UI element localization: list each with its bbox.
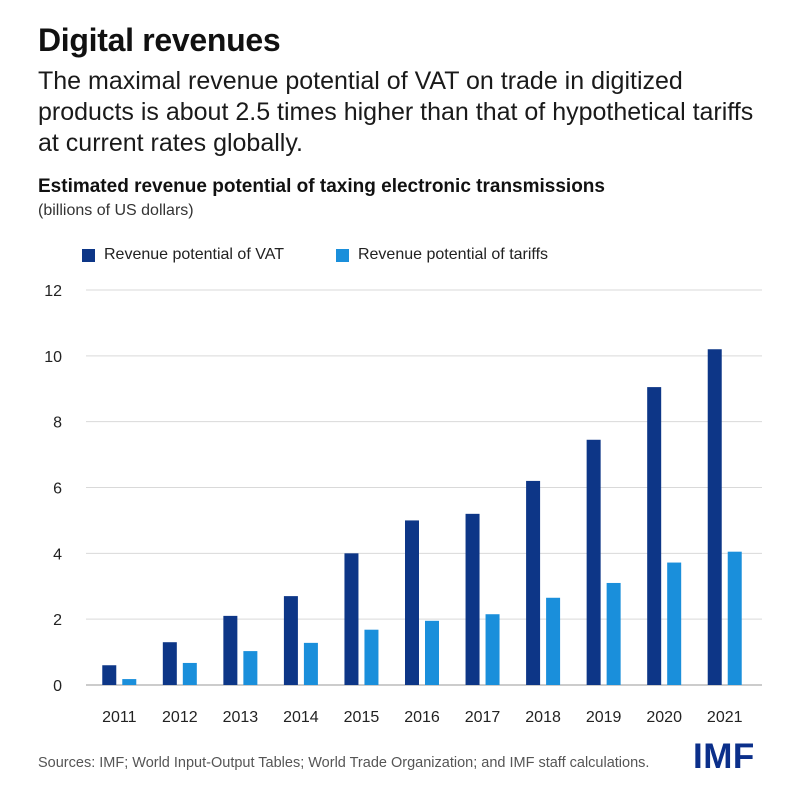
y-tick-label: 2 [53,612,62,629]
x-tick-label: 2017 [465,709,501,726]
chart-legend: Revenue potential of VAT Revenue potenti… [82,244,600,266]
bar-tariffs [182,662,197,685]
x-tick-label: 2019 [586,709,622,726]
y-tick-label: 10 [44,349,62,366]
x-tick-label: 2011 [102,709,137,726]
bar-tariffs [606,582,621,685]
page-title: Digital revenues [38,22,281,58]
legend-item-tariffs: Revenue potential of tariffs [335,246,549,264]
legend-swatch-vat [82,248,95,262]
bar-vat [223,615,238,685]
bar-chart: 0 2 4 6 8 10 12 2011 2012 2013 2014 2015 2016 2017 201… [44,283,762,726]
bar-tariffs [364,629,379,685]
bar-vat [707,349,722,685]
bar-tariffs [243,651,258,685]
chart-title: Estimated revenue potential of taxing el… [38,176,605,197]
bar-tariffs [485,614,500,685]
bar-vat [405,520,419,685]
y-tick-label: 12 [44,283,62,300]
x-tick-label: 2013 [223,709,259,726]
bar-tariffs [546,597,561,685]
y-tick-label: 8 [53,415,62,432]
bar-vat [283,596,298,685]
bar-vat [465,513,480,685]
page-subtitle: The maximal revenue potential of VAT on … [38,67,754,157]
imf-logo: IMF [693,737,755,776]
y-tick-label: 0 [53,678,62,695]
bar-tariffs [122,679,137,685]
bar-vat [526,480,541,685]
legend-item-vat: Revenue potential of VAT [82,246,284,264]
legend-label-tariffs: Revenue potential of tariffs [357,246,549,263]
bar-vat [586,439,601,685]
bar-vat [102,665,117,685]
chart-units: (billions of US dollars) [38,202,194,219]
bar-tariffs [303,642,318,685]
bar-vat [344,553,359,685]
x-tick-label: 2014 [283,709,319,726]
bar-vat [647,387,662,685]
x-tick-label: 2018 [525,709,561,726]
legend-label-vat: Revenue potential of VAT [104,246,284,263]
x-tick-label: 2020 [646,709,682,726]
x-tick-label: 2021 [707,709,743,726]
y-tick-label: 4 [53,546,62,563]
bar-tariffs [727,551,742,685]
source-note: Sources: IMF; World Input-Output Tables;… [38,755,650,771]
x-tick-label: 2016 [404,709,440,726]
bar-tariffs [667,562,682,685]
y-tick-label: 6 [53,481,62,498]
bar-tariffs [425,620,439,685]
x-tick-label: 2012 [162,709,198,726]
legend-swatch-tariffs [335,248,349,262]
x-tick-label: 2015 [344,709,380,726]
bar-vat [162,642,177,685]
